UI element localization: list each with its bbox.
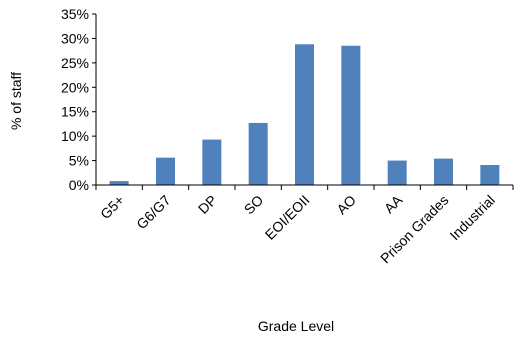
x-tick-label: AO [333,192,359,218]
y-tick-label: 5% [69,153,89,169]
x-tick-label: AA [381,191,406,216]
x-axis-label: Grade Level [258,318,334,334]
bar-3 [248,122,268,185]
y-tick-label: 20% [61,79,89,95]
x-tick-label: SO [241,192,267,218]
y-tick-label: 10% [61,128,89,144]
bar-1 [156,157,175,185]
axes-group [92,13,514,190]
x-tick-label: G6/G7 [133,192,174,233]
y-tick-label: 35% [61,6,89,22]
x-tick-label: G5+ [97,192,127,222]
bar-2 [202,139,222,185]
x-tick-label: EOI/EOII [262,192,313,243]
y-tick-label: 25% [61,55,89,71]
y-tick-label: 30% [61,30,89,46]
bar-7 [434,158,453,185]
y-tick-labels: 0% 5% 10% 15% 20% 25% 30% 35% [61,6,89,193]
x-tick-label: Industrial [446,192,497,243]
bars-group [109,44,500,186]
x-tick-label: DP [195,192,220,217]
bar-4 [295,44,314,185]
bar-6 [387,160,407,185]
y-tick-label: 15% [61,104,89,120]
bar-8 [480,164,500,185]
y-axis-label: % of staff [8,72,24,130]
bar-0 [109,181,129,185]
bar-5 [341,45,361,186]
y-tick-label: 0% [69,177,89,193]
